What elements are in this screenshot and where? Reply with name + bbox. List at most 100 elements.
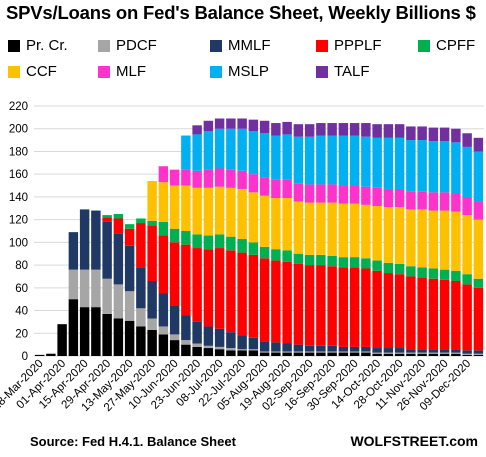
- bar-segment-mslp: [226, 128, 236, 170]
- bar-segment-pdcf: [361, 351, 371, 353]
- bar-segment-ccf: [203, 187, 214, 236]
- chart-title: SPVs/Loans on Fed's Balance Sheet, Weekl…: [6, 2, 476, 23]
- bar-segment-pdcf: [383, 352, 394, 354]
- bar-segment-mmlf: [158, 293, 169, 327]
- bar-segment-mslp: [259, 133, 270, 178]
- bar-segment-mlf: [293, 183, 304, 202]
- bar-segment-mlf: [203, 169, 214, 188]
- bar-segment-cpff: [147, 220, 157, 226]
- bar-segment-pdcf: [327, 351, 337, 353]
- bar-segment-talf: [394, 124, 405, 138]
- bar-segment-mmlf: [147, 281, 157, 319]
- bar-segment-ppplf: [293, 263, 304, 345]
- bar-segment-cpff: [473, 278, 484, 288]
- bar-segment-mmlf: [248, 337, 259, 350]
- bar-segment-talf: [383, 124, 394, 138]
- bar-segment-ppplf: [338, 267, 349, 347]
- bar-segment-pr-cr: [113, 318, 124, 356]
- bar-segment-ppplf: [462, 284, 472, 351]
- bar-segment-mslp: [327, 135, 337, 185]
- bar-segment-ccf: [316, 202, 326, 255]
- y-tick-label: 60: [15, 283, 28, 295]
- legend-label: CCF: [26, 63, 57, 80]
- bar-segment-ccf: [271, 198, 281, 250]
- bar-segment-pr-cr: [68, 299, 79, 356]
- bar-segment-pdcf: [316, 351, 326, 353]
- bar-segment-pr-cr: [226, 350, 236, 356]
- bar-segment-mmlf: [203, 326, 214, 346]
- bar-segment-pr-cr: [293, 352, 304, 356]
- bar-segment-cpff: [282, 250, 292, 262]
- bar-segment-ppplf: [394, 274, 405, 349]
- bar-segment-pr-cr: [169, 340, 180, 356]
- bar-segment-mmlf: [439, 349, 450, 353]
- bar-segment-cpff: [181, 231, 191, 245]
- bar-segment-pdcf: [113, 284, 124, 319]
- bar-segment-pdcf: [226, 348, 236, 351]
- bar-segment-talf: [338, 123, 349, 136]
- bar-segment-pr-cr: [192, 346, 202, 356]
- bar-segment-pr-cr: [91, 307, 101, 356]
- bar-segment-pdcf: [372, 352, 382, 354]
- bar-segment-ppplf: [417, 277, 427, 350]
- bar-segment-ccf: [158, 182, 169, 222]
- bar-segment-pdcf: [259, 351, 270, 353]
- bar-segment-cpff: [203, 235, 214, 250]
- y-tick-label: 220: [9, 101, 28, 113]
- bar-segment-pdcf: [428, 352, 439, 354]
- bar-segment-ppplf: [327, 266, 337, 346]
- bar-segment-ccf: [304, 202, 315, 255]
- legend-label: PDCF: [116, 37, 157, 54]
- bar-segment-mmlf: [68, 232, 79, 270]
- bar-segment-mlf: [214, 168, 225, 187]
- bar-segment-mmlf: [79, 209, 90, 270]
- bar-segment-mlf: [282, 179, 292, 199]
- bar-segment-ppplf: [147, 225, 157, 281]
- bar-segment-mslp: [293, 136, 304, 184]
- bar-segment-mslp: [451, 142, 461, 194]
- bar-segment-mslp: [304, 136, 315, 185]
- legend-item: CPFF: [418, 37, 475, 54]
- bar-segment-ppplf: [158, 235, 169, 294]
- bar-segment-ccf: [248, 192, 259, 243]
- bar-segment-talf: [361, 123, 371, 137]
- bar-segment-talf: [248, 119, 259, 131]
- bar-segment-pr-cr: [46, 353, 56, 356]
- y-tick-label: 100: [9, 237, 28, 249]
- bar-segment-pr-cr: [214, 349, 225, 356]
- bar-segment-mmlf: [102, 221, 112, 279]
- bar-segment-ppplf: [473, 287, 484, 351]
- bar-segment-pdcf: [79, 269, 90, 308]
- bar-segment-pdcf: [349, 351, 360, 353]
- bar-segment-ccf: [372, 206, 382, 261]
- bar-segment-ppplf: [124, 228, 135, 246]
- bar-segment-pr-cr: [79, 307, 90, 356]
- bar-segment-pdcf: [181, 340, 191, 345]
- bar-segment-pr-cr: [394, 353, 405, 356]
- bar-segment-mslp: [349, 135, 360, 186]
- bar-segment-mslp: [181, 135, 191, 170]
- bar-segment-cpff: [113, 213, 124, 219]
- bar-segment-pr-cr: [271, 352, 281, 356]
- bar-segment-ccf: [293, 201, 304, 254]
- bar-segment-ppplf: [304, 265, 315, 346]
- bar-segment-ppplf: [214, 248, 225, 329]
- bar-segment-cpff: [237, 238, 247, 253]
- bar-segment-mmlf: [271, 342, 281, 352]
- bar-segment-ccf: [169, 185, 180, 229]
- bar-segment-cpff: [349, 257, 360, 268]
- bar-segment-talf: [349, 123, 360, 136]
- bar-segment-ppplf: [428, 278, 439, 350]
- bar-segment-pdcf: [214, 346, 225, 350]
- bar-segment-mslp: [462, 146, 472, 197]
- bar-segment-ccf: [428, 210, 439, 269]
- bar-segment-talf: [462, 133, 472, 147]
- bar-segment-mmlf: [451, 349, 461, 353]
- bar-segment-mlf: [439, 192, 450, 211]
- bar-segment-pdcf: [68, 269, 79, 300]
- bar-segment-pdcf: [136, 308, 146, 327]
- bar-segment-cpff: [102, 215, 112, 218]
- bar-segment-pdcf: [169, 334, 180, 341]
- bar-segment-ppplf: [192, 248, 202, 322]
- legend-item: PDCF: [98, 37, 157, 54]
